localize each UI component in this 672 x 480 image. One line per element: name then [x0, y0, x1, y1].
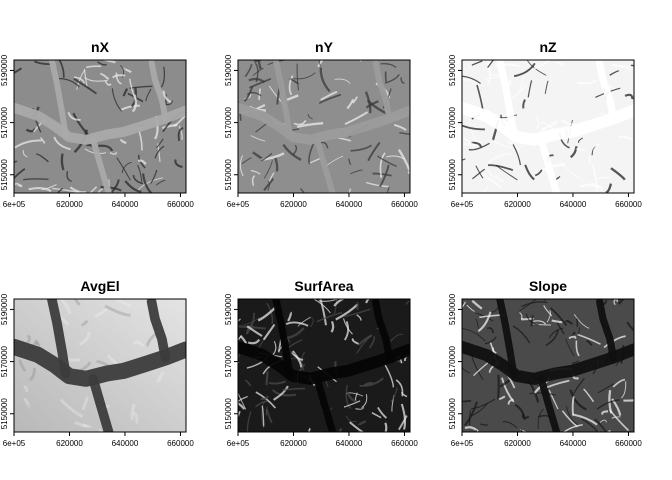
x-tick-label: 620000	[504, 200, 531, 209]
panel-title: Slope	[529, 278, 567, 294]
y-tick-label: 5150000	[0, 398, 9, 430]
x-tick-label: 620000	[280, 200, 307, 209]
raster-image	[462, 299, 634, 432]
x-tick-label: 660000	[167, 200, 194, 209]
panel-title: nX	[91, 39, 110, 55]
panel-title: AvgEl	[80, 278, 119, 294]
y-tick-label: 5150000	[0, 159, 9, 191]
y-tick-label: 5170000	[448, 345, 457, 377]
plot-frame	[13, 298, 187, 433]
panel-nz: nZ 6e+05 620000 640000 660000 5150000 5170000 5…	[448, 39, 642, 209]
x-tick-label: 640000	[112, 200, 139, 209]
x-tick-label: 6e+05	[451, 439, 474, 448]
y-tick-label: 5150000	[224, 159, 233, 191]
x-tick-label: 660000	[615, 200, 642, 209]
x-tick-label: 640000	[336, 200, 363, 209]
raster-image	[238, 299, 410, 432]
raster-image	[462, 60, 634, 193]
x-tick-label: 620000	[56, 200, 83, 209]
y-tick-label: 5150000	[448, 159, 457, 191]
panel-title: nZ	[539, 39, 557, 55]
x-tick-label: 640000	[336, 439, 363, 448]
y-tick-label: 5190000	[448, 293, 457, 325]
x-tick-label: 6e+05	[3, 439, 26, 448]
y-tick-label: 5190000	[224, 293, 233, 325]
x-tick-label: 660000	[391, 439, 418, 448]
x-tick-label: 620000	[280, 439, 307, 448]
panel-slope: Slope 6e+05 620000 640000 660000 5150000 51700…	[448, 278, 642, 448]
raster-image	[14, 60, 186, 193]
x-tick-label: 640000	[112, 439, 139, 448]
panel-title: SurfArea	[294, 278, 353, 294]
y-tick-label: 5190000	[224, 54, 233, 86]
y-tick-label: 5190000	[0, 293, 9, 325]
x-tick-label: 660000	[391, 200, 418, 209]
x-tick-label: 6e+05	[227, 439, 250, 448]
y-tick-label: 5190000	[0, 54, 9, 86]
y-tick-label: 5170000	[0, 106, 9, 138]
y-tick-label: 5170000	[224, 106, 233, 138]
y-tick-label: 5150000	[224, 398, 233, 430]
x-tick-label: 640000	[560, 200, 587, 209]
x-tick-label: 6e+05	[3, 200, 26, 209]
x-tick-label: 620000	[504, 439, 531, 448]
plot-frame	[237, 298, 411, 433]
panel-surfarea: SurfArea 6e+05 620000 640000 660000 5150000 51…	[224, 278, 418, 448]
y-tick-label: 5170000	[448, 106, 457, 138]
panel-nx: nX 6e+05 620000 640000 660000 5150000 5170000 5…	[0, 39, 194, 209]
y-tick-label: 5190000	[448, 54, 457, 86]
panel-ny: nY 6e+05 620000 640000 660000 5150000 5170000 5…	[224, 39, 418, 209]
x-tick-label: 620000	[56, 439, 83, 448]
y-tick-label: 5170000	[0, 345, 9, 377]
plot-frame	[237, 59, 411, 194]
y-tick-label: 5150000	[448, 398, 457, 430]
raster-image	[14, 299, 186, 432]
raster-image	[238, 60, 410, 193]
panel-title: nY	[315, 39, 334, 55]
x-tick-label: 660000	[167, 439, 194, 448]
x-tick-label: 6e+05	[227, 200, 250, 209]
plot-frame	[461, 298, 635, 433]
x-tick-label: 660000	[615, 439, 642, 448]
x-tick-label: 640000	[560, 439, 587, 448]
panel-avgel: AvgEl 6e+05 620000 640000 660000 5150000 51700…	[0, 278, 194, 448]
plot-frame	[461, 59, 635, 194]
plot-frame	[13, 59, 187, 194]
x-tick-label: 6e+05	[451, 200, 474, 209]
y-tick-label: 5170000	[224, 345, 233, 377]
